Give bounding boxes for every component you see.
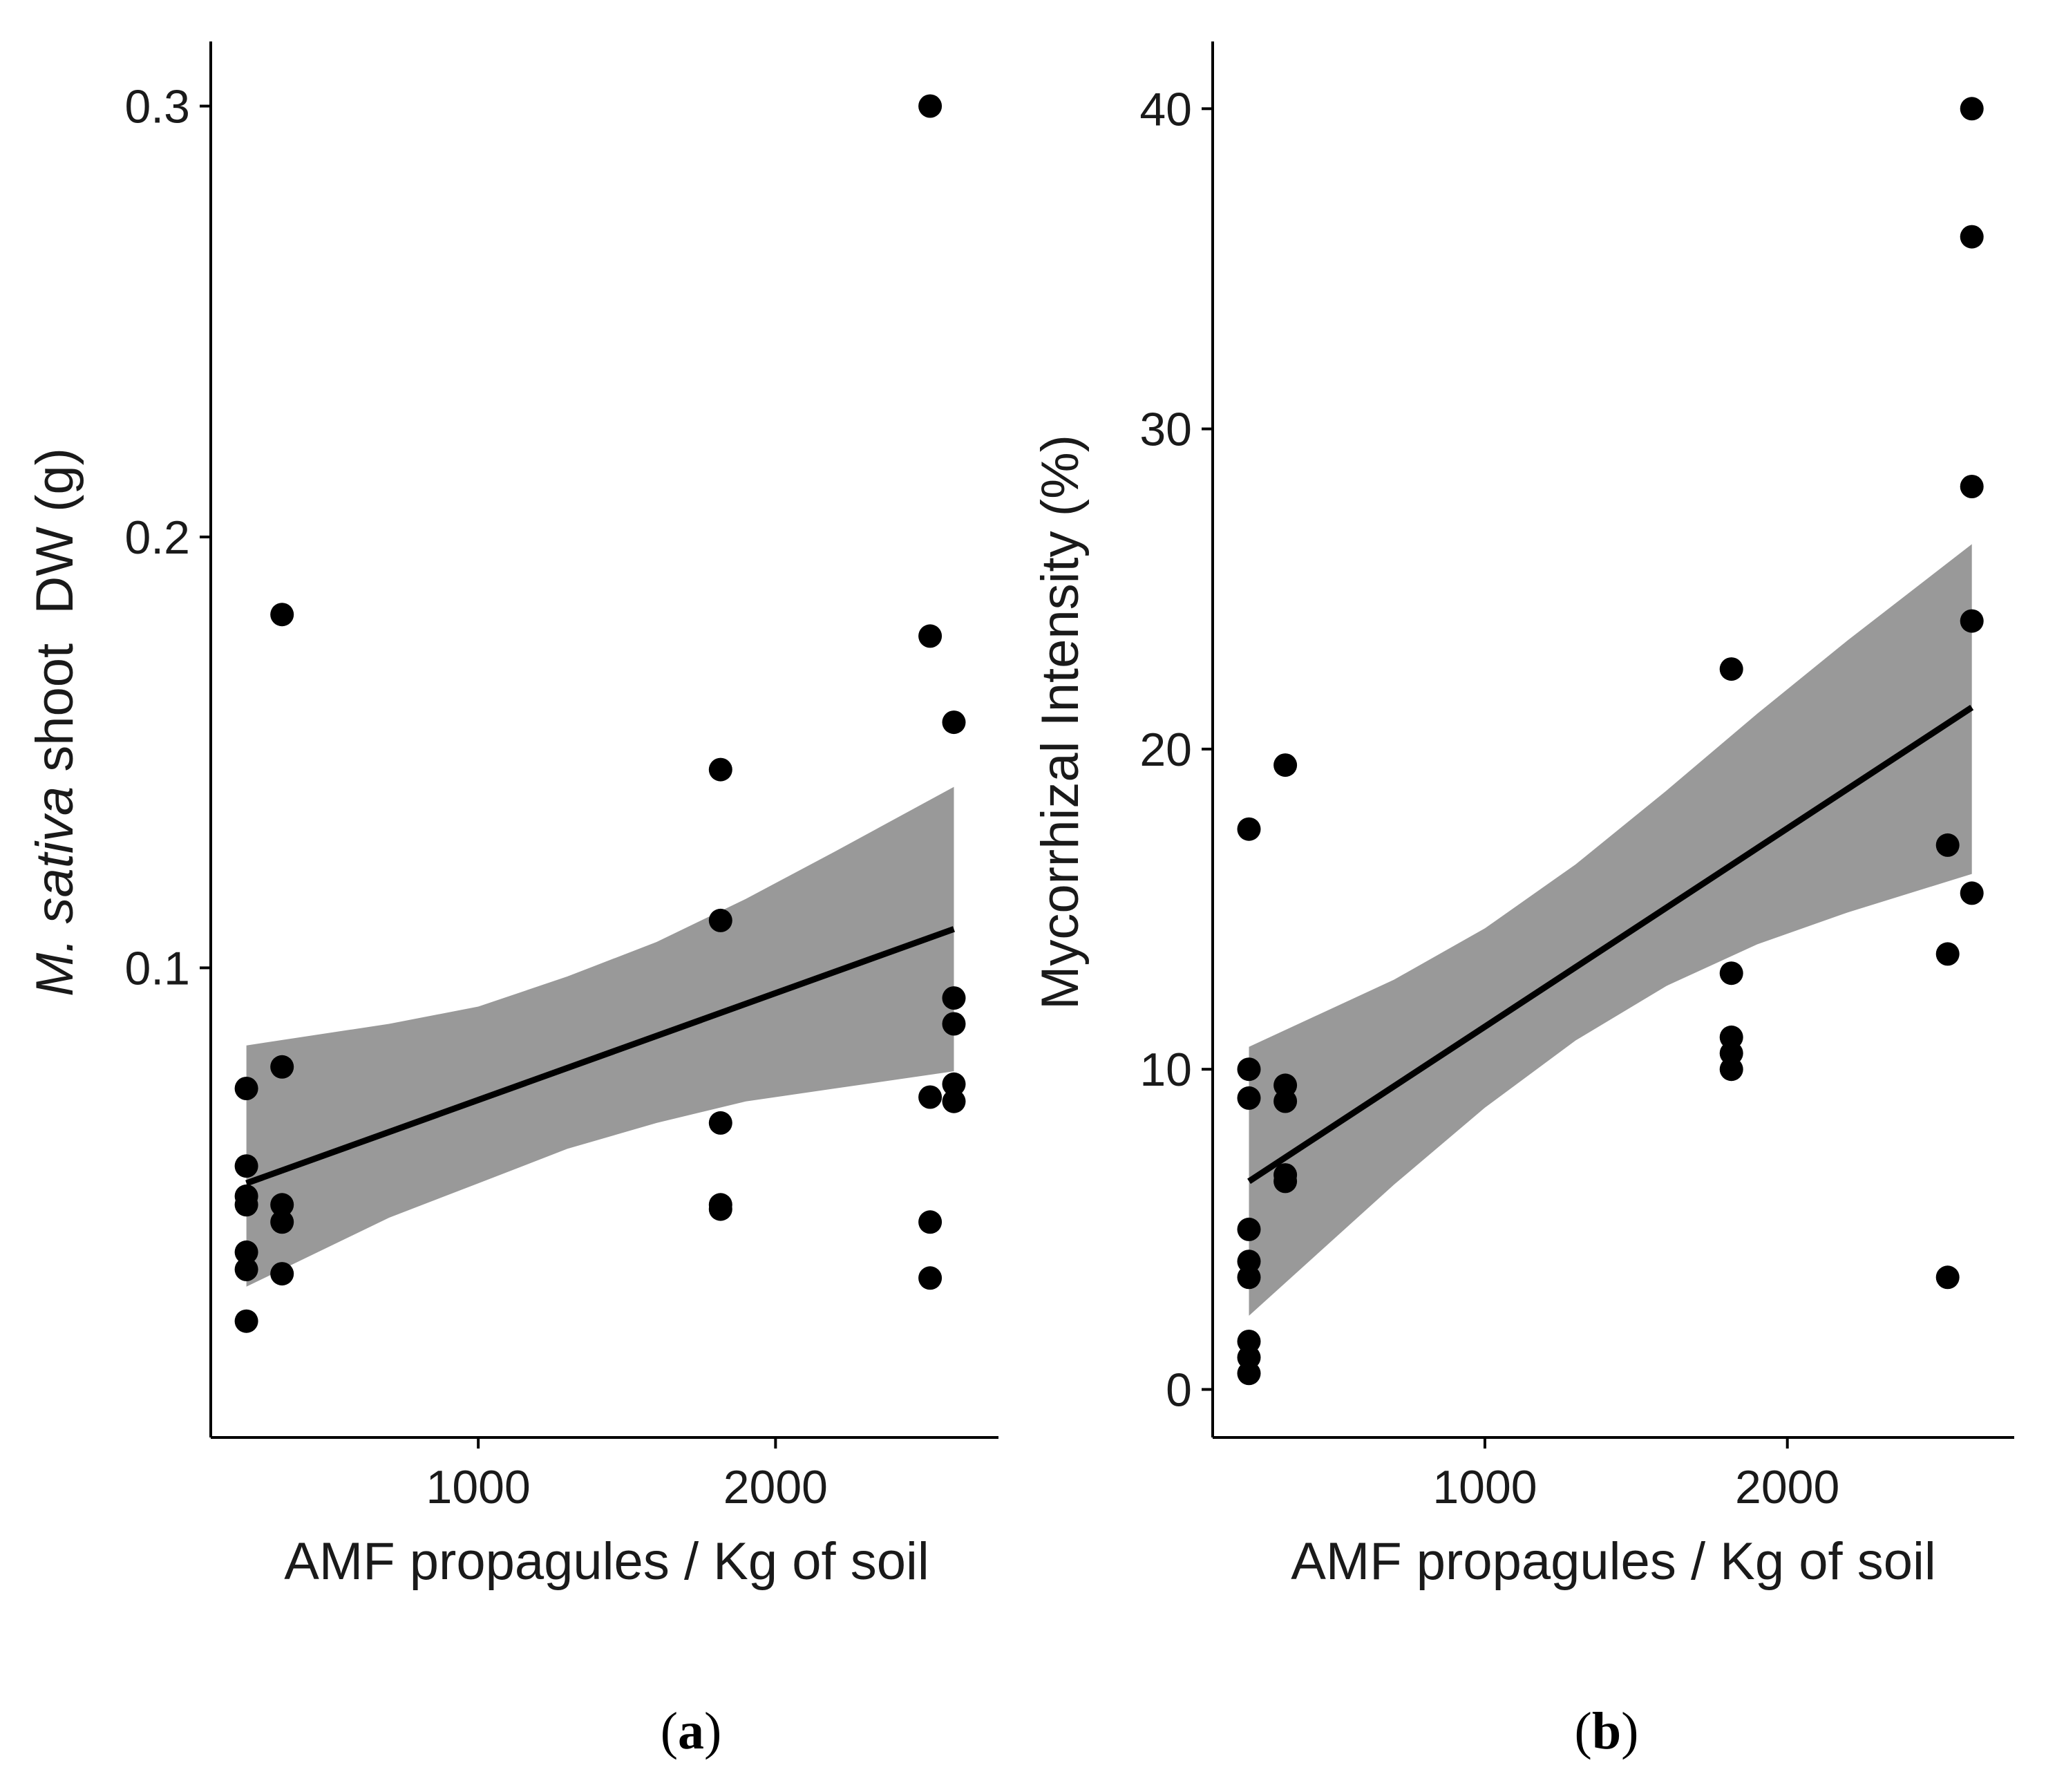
panel-a-point-17 bbox=[918, 94, 943, 118]
panel-b-point-3 bbox=[1237, 1217, 1261, 1241]
panel-a-y-axis-title-rest: shoot DW (g) bbox=[26, 448, 84, 786]
panel-a-axes: 0.1 0.2 0.3 1000 2000 bbox=[124, 41, 998, 1513]
panel-b-point-8 bbox=[1237, 1361, 1261, 1386]
panel-a-x-axis-title: AMF propagules / Kg of soil bbox=[284, 1532, 929, 1591]
panel-b-chart: 0 10 20 30 40 1000 2000 AMF propagules / Kg of… bbox=[1031, 41, 2014, 1760]
panel-a-chart: 0.1 0.2 0.3 1000 2000 AMF propagules / Kg of… bbox=[26, 41, 998, 1760]
panel-a-point-14 bbox=[708, 1111, 732, 1135]
panel-b-point-0 bbox=[1237, 817, 1261, 841]
panel-b-point-1 bbox=[1237, 1057, 1261, 1082]
panel-a-point-5 bbox=[234, 1257, 258, 1281]
panel-a-y-tick-label-1: 0.2 bbox=[124, 511, 190, 564]
panel-a-label-letter: a bbox=[678, 1702, 704, 1760]
panel-b-confidence-band-layer bbox=[1249, 544, 1972, 1316]
panel-b-y-tick-label-1: 10 bbox=[1139, 1044, 1192, 1096]
panel-a-y-axis-title-italic: M. sativa bbox=[26, 786, 84, 997]
panel-b-regression-line bbox=[1247, 704, 1974, 1185]
panel-b-point-22 bbox=[1960, 97, 1984, 121]
panel-a-fit-line-layer bbox=[245, 926, 955, 1187]
panel-b-point-18 bbox=[1719, 1057, 1743, 1082]
panel-b-point-2 bbox=[1237, 1086, 1261, 1110]
panel-a-point-3 bbox=[234, 1193, 258, 1217]
panel-b-fit-line-layer bbox=[1247, 704, 1974, 1185]
panel-a-label: (a) bbox=[661, 1702, 722, 1760]
panel-a-point-22 bbox=[942, 710, 966, 735]
panel-a-point-7 bbox=[270, 603, 294, 627]
panel-b-point-14 bbox=[1719, 657, 1743, 681]
panel-b-confidence-band bbox=[1249, 544, 1972, 1316]
panel-b-point-11 bbox=[1273, 1089, 1298, 1113]
panel-a-x-tick-label-1: 2000 bbox=[723, 1461, 828, 1513]
panel-b-points bbox=[1237, 97, 1984, 1386]
panel-a-point-1 bbox=[234, 1154, 258, 1178]
panel-a-point-18 bbox=[918, 624, 943, 648]
panel-a-point-23 bbox=[942, 986, 966, 1010]
panel-a-point-9 bbox=[270, 1193, 294, 1217]
panel-a-points bbox=[234, 94, 966, 1333]
panel-b-y-axis-title: Mycorrhizal Intensity (%) bbox=[1031, 435, 1090, 1010]
panel-b-y-tick-label-2: 20 bbox=[1139, 724, 1192, 776]
panel-b-x-axis-title: AMF propagules / Kg of soil bbox=[1291, 1532, 1936, 1591]
panel-b-point-13 bbox=[1273, 1169, 1298, 1194]
panel-b-point-5 bbox=[1237, 1265, 1261, 1290]
panel-b-label-letter: b bbox=[1592, 1702, 1621, 1760]
panel-b-x-tick-label-0: 1000 bbox=[1432, 1461, 1537, 1513]
panel-a-confidence-band bbox=[246, 786, 954, 1287]
panel-b-x-tick-label-1: 2000 bbox=[1735, 1461, 1839, 1513]
panel-b-y-axis-title-rest: Mycorrhizal Intensity (%) bbox=[1031, 435, 1090, 1010]
panel-a-point-13 bbox=[708, 908, 732, 932]
panel-a-point-0 bbox=[234, 1077, 258, 1100]
panel-b-y-tick-label-4: 40 bbox=[1139, 83, 1192, 135]
panel-a-point-25 bbox=[942, 1072, 966, 1096]
panel-b-point-24 bbox=[1960, 475, 1984, 498]
panel-b-point-19 bbox=[1935, 833, 1960, 857]
panel-a-y-tick-label-2: 0.3 bbox=[124, 81, 190, 133]
panel-b-axes: 0 10 20 30 40 1000 2000 bbox=[1139, 41, 2014, 1513]
panel-a-point-4 bbox=[234, 1240, 258, 1264]
panel-a-x-tick-label-0: 1000 bbox=[426, 1461, 531, 1513]
panel-a-y-axis-title: M. sativa shoot DW (g) bbox=[26, 448, 84, 997]
panel-b-label: (b) bbox=[1575, 1702, 1639, 1760]
panel-a-point-8 bbox=[270, 1055, 294, 1079]
panel-a-point-10 bbox=[270, 1210, 294, 1234]
panel-a-point-21 bbox=[918, 1266, 943, 1290]
panel-a-regression-line bbox=[245, 926, 955, 1187]
panel-b-point-15 bbox=[1719, 961, 1743, 985]
panel-b-point-26 bbox=[1960, 881, 1984, 905]
panel-b-point-20 bbox=[1935, 942, 1960, 966]
panel-a-point-11 bbox=[270, 1262, 294, 1286]
panel-a-point-24 bbox=[942, 1012, 966, 1036]
panel-b-point-21 bbox=[1935, 1265, 1960, 1290]
panel-a-point-16 bbox=[708, 1197, 732, 1221]
panel-a-point-20 bbox=[918, 1210, 943, 1234]
panel-b-point-25 bbox=[1960, 609, 1984, 633]
panel-a-point-12 bbox=[708, 757, 732, 782]
panel-b-y-tick-label-0: 0 bbox=[1166, 1364, 1192, 1417]
panel-b-point-9 bbox=[1273, 753, 1298, 777]
panel-b-point-23 bbox=[1960, 225, 1984, 249]
panel-a-point-26 bbox=[942, 1089, 966, 1113]
panel-a-y-tick-label-0: 0.1 bbox=[124, 942, 190, 994]
panel-a-point-6 bbox=[234, 1309, 258, 1333]
panel-a-point-19 bbox=[918, 1085, 943, 1109]
panel-a-confidence-band-layer bbox=[246, 786, 954, 1287]
panel-b-y-tick-label-3: 30 bbox=[1139, 404, 1192, 456]
